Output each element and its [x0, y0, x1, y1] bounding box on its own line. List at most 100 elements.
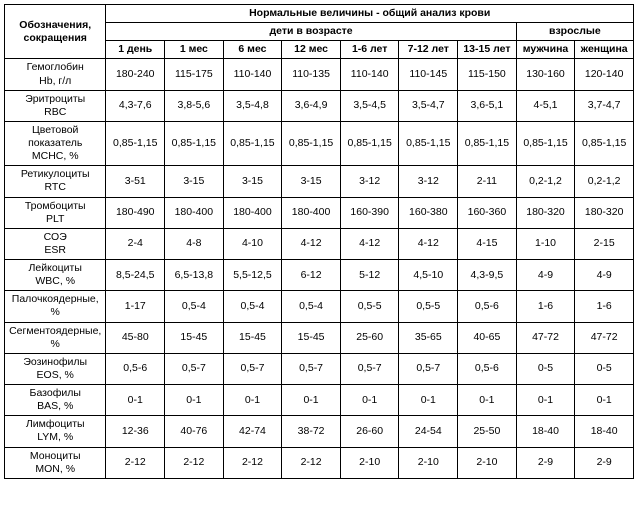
- data-cell: 0,85-1,15: [340, 121, 399, 165]
- data-cell: 115-175: [165, 59, 224, 90]
- data-cell: 0,5-5: [340, 291, 399, 322]
- header-age: 13-15 лет: [458, 41, 517, 59]
- data-cell: 47-72: [516, 322, 575, 353]
- data-cell: 0,5-7: [340, 353, 399, 384]
- table-row: Палочкоядерные, %1-170,5-40,5-40,5-40,5-…: [5, 291, 634, 322]
- data-cell: 120-140: [575, 59, 634, 90]
- data-cell: 3,5-4,7: [399, 90, 458, 121]
- data-cell: 110-135: [282, 59, 341, 90]
- data-cell: 3-51: [106, 166, 165, 197]
- data-cell: 3,8-5,6: [165, 90, 224, 121]
- data-cell: 0-1: [340, 385, 399, 416]
- row-label: ЭозинофилыEOS, %: [5, 353, 106, 384]
- data-cell: 3-15: [282, 166, 341, 197]
- data-cell: 1-6: [575, 291, 634, 322]
- data-cell: 4-15: [458, 228, 517, 259]
- data-cell: 2-9: [516, 447, 575, 478]
- data-cell: 2-12: [282, 447, 341, 478]
- header-age: 1 день: [106, 41, 165, 59]
- data-cell: 18-40: [516, 416, 575, 447]
- data-cell: 0-1: [516, 385, 575, 416]
- data-cell: 25-50: [458, 416, 517, 447]
- data-cell: 15-45: [282, 322, 341, 353]
- data-cell: 24-54: [399, 416, 458, 447]
- data-cell: 4-12: [282, 228, 341, 259]
- table-row: ЭозинофилыEOS, %0,5-60,5-70,5-70,5-70,5-…: [5, 353, 634, 384]
- data-cell: 0-1: [282, 385, 341, 416]
- row-label: ГемоглобинHb, г/л: [5, 59, 106, 90]
- data-cell: 110-140: [223, 59, 282, 90]
- data-cell: 0-1: [399, 385, 458, 416]
- row-label: Палочкоядерные, %: [5, 291, 106, 322]
- data-cell: 6-12: [282, 260, 341, 291]
- data-cell: 0,85-1,15: [458, 121, 517, 165]
- data-cell: 3,6-4,9: [282, 90, 341, 121]
- data-cell: 8,5-24,5: [106, 260, 165, 291]
- data-cell: 3-12: [340, 166, 399, 197]
- data-cell: 45-80: [106, 322, 165, 353]
- data-cell: 2-10: [399, 447, 458, 478]
- data-cell: 40-65: [458, 322, 517, 353]
- table-row: БазофилыBAS, %0-10-10-10-10-10-10-10-10-…: [5, 385, 634, 416]
- data-cell: 0-5: [575, 353, 634, 384]
- header-adult-male: мужчина: [516, 41, 575, 59]
- data-cell: 42-74: [223, 416, 282, 447]
- header-age: 1 мес: [165, 41, 224, 59]
- data-cell: 180-400: [165, 197, 224, 228]
- header-adults: взрослые: [516, 23, 633, 41]
- table-row: Сегментоядерные, %45-8015-4515-4515-4525…: [5, 322, 634, 353]
- table-row: ЭритроцитыRBC4,3-7,63,8-5,63,5-4,83,6-4,…: [5, 90, 634, 121]
- header-age: 1-6 лет: [340, 41, 399, 59]
- data-cell: 130-160: [516, 59, 575, 90]
- data-cell: 2-10: [340, 447, 399, 478]
- data-cell: 18-40: [575, 416, 634, 447]
- data-cell: 4-12: [340, 228, 399, 259]
- table-row: МоноцитыMON, %2-122-122-122-122-102-102-…: [5, 447, 634, 478]
- data-cell: 15-45: [165, 322, 224, 353]
- data-cell: 3,5-4,8: [223, 90, 282, 121]
- data-cell: 4,3-9,5: [458, 260, 517, 291]
- data-cell: 0-5: [516, 353, 575, 384]
- table-row: Цветовой показательMCHC, %0,85-1,150,85-…: [5, 121, 634, 165]
- data-cell: 4,5-10: [399, 260, 458, 291]
- data-cell: 4,3-7,6: [106, 90, 165, 121]
- data-cell: 4-12: [399, 228, 458, 259]
- data-cell: 180-400: [223, 197, 282, 228]
- data-cell: 2-12: [106, 447, 165, 478]
- data-cell: 0,5-4: [223, 291, 282, 322]
- data-cell: 0-1: [106, 385, 165, 416]
- row-label: ЛейкоцитыWBC, %: [5, 260, 106, 291]
- row-label: Сегментоядерные, %: [5, 322, 106, 353]
- data-cell: 1-6: [516, 291, 575, 322]
- row-label: СОЭESR: [5, 228, 106, 259]
- data-cell: 0,5-4: [282, 291, 341, 322]
- table-row: ЛимфоцитыLYM, %12-3640-7642-7438-7226-60…: [5, 416, 634, 447]
- table-row: ЛейкоцитыWBC, %8,5-24,56,5-13,85,5-12,56…: [5, 260, 634, 291]
- data-cell: 110-145: [399, 59, 458, 90]
- data-cell: 0,85-1,15: [165, 121, 224, 165]
- data-cell: 115-150: [458, 59, 517, 90]
- data-cell: 180-490: [106, 197, 165, 228]
- data-cell: 160-390: [340, 197, 399, 228]
- data-cell: 1-17: [106, 291, 165, 322]
- data-cell: 0,5-5: [399, 291, 458, 322]
- data-cell: 0,2-1,2: [516, 166, 575, 197]
- data-cell: 15-45: [223, 322, 282, 353]
- data-cell: 47-72: [575, 322, 634, 353]
- data-cell: 0-1: [575, 385, 634, 416]
- data-cell: 180-320: [575, 197, 634, 228]
- data-cell: 0,5-6: [458, 291, 517, 322]
- table-row: ТромбоцитыPLT180-490180-400180-400180-40…: [5, 197, 634, 228]
- table-row: СОЭESR2-44-84-104-124-124-124-151-102-15: [5, 228, 634, 259]
- header-children: дети в возрасте: [106, 23, 516, 41]
- data-cell: 180-400: [282, 197, 341, 228]
- data-cell: 3-15: [165, 166, 224, 197]
- data-cell: 3-15: [223, 166, 282, 197]
- data-cell: 0,5-7: [223, 353, 282, 384]
- data-cell: 0,5-7: [399, 353, 458, 384]
- data-cell: 4-8: [165, 228, 224, 259]
- data-cell: 2-4: [106, 228, 165, 259]
- data-cell: 0,5-7: [165, 353, 224, 384]
- data-cell: 26-60: [340, 416, 399, 447]
- data-cell: 6,5-13,8: [165, 260, 224, 291]
